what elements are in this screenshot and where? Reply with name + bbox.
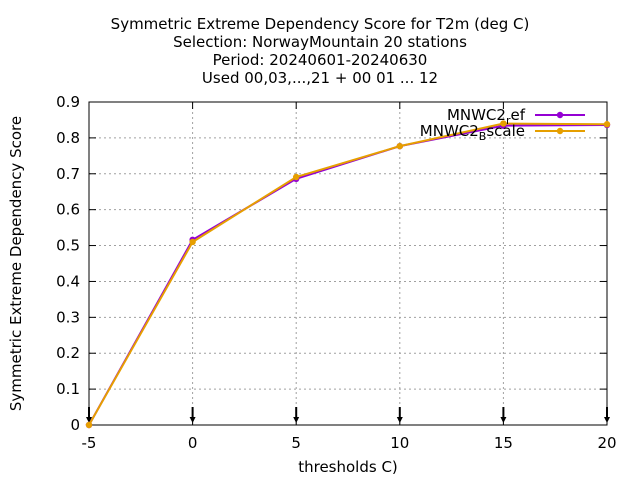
data-point <box>293 173 300 181</box>
title-line: Period: 20240601-20240630 <box>213 51 428 69</box>
title-line: Symmetric Extreme Dependency Score for T… <box>111 15 530 33</box>
y-tick-label: 0 <box>70 416 80 434</box>
title-line: Selection: NorwayMountain 20 stations <box>173 33 467 51</box>
series-line <box>88 122 608 426</box>
x-tick-label: 15 <box>494 434 513 452</box>
x-tick-label: 0 <box>188 434 198 452</box>
x-axis-label: thresholds C) <box>298 458 398 476</box>
x-tick-label: 10 <box>390 434 409 452</box>
title-line: Used 00,03,...,21 + 00 01 ... 12 <box>202 69 438 87</box>
x-tick-label: 5 <box>291 434 301 452</box>
y-tick-label: 0.4 <box>56 272 80 290</box>
legend-marker <box>556 111 564 119</box>
y-tick-label: 0.2 <box>56 344 80 362</box>
data-point <box>85 421 93 429</box>
series-mnwc2-bscale <box>85 120 611 429</box>
axis-ticks: 00.10.20.30.40.50.60.70.80.9-5 0 5 10 15 20 <box>56 93 616 452</box>
y-axis-label: Symmetric Extreme Dependency Score <box>7 116 25 411</box>
x-tick-label: -5 <box>82 434 97 452</box>
threshold-marker-arrow <box>189 417 196 423</box>
x-tick-label: 20 <box>597 434 616 452</box>
threshold-marker-arrow <box>86 417 92 423</box>
data-point <box>189 238 196 246</box>
grid <box>89 102 607 425</box>
y-tick-label: 0.8 <box>56 129 80 147</box>
plot-frame <box>88 101 608 426</box>
threshold-marker-arrow <box>604 417 610 423</box>
threshold-marker-arrow <box>293 417 300 423</box>
y-tick-label: 0.5 <box>56 237 80 255</box>
threshold-marker-arrow <box>396 417 403 423</box>
data-point <box>603 121 611 128</box>
legend-label: MNWC2ref <box>447 106 526 127</box>
legend-item: MNWC2ref <box>447 106 585 127</box>
series-line <box>88 123 608 426</box>
series-mnwc2-ref <box>85 121 611 429</box>
data-point <box>500 120 507 127</box>
threshold-marker-arrow <box>500 417 507 423</box>
y-tick-label: 0.9 <box>56 93 80 111</box>
series <box>85 120 611 429</box>
data-point <box>396 142 403 150</box>
y-tick-label: 0.3 <box>56 308 80 326</box>
legend-marker <box>556 127 564 135</box>
chart-title: Symmetric Extreme Dependency Score for T… <box>111 15 530 87</box>
legend-label: MNWC2Bscale <box>420 122 525 143</box>
legend-item: MNWC2Bscale <box>420 122 585 143</box>
y-tick-label: 0.7 <box>56 165 80 183</box>
y-tick-label: 0.6 <box>56 201 80 219</box>
y-tick-label: 0.1 <box>56 380 80 398</box>
